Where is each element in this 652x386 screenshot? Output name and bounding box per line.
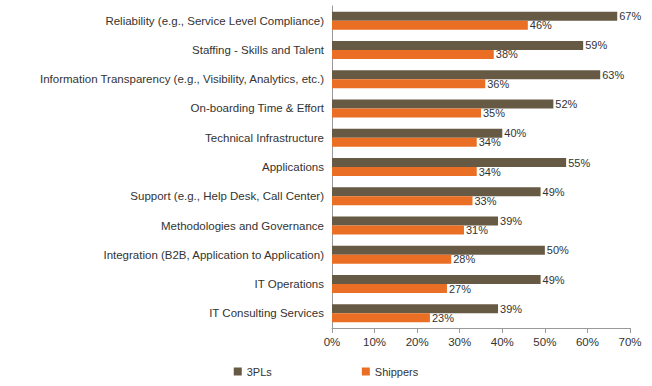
- svg-text:23%: 23%: [432, 312, 454, 324]
- svg-text:60%: 60%: [576, 336, 599, 348]
- svg-text:63%: 63%: [602, 69, 624, 81]
- svg-text:49%: 49%: [543, 186, 565, 198]
- svg-text:40%: 40%: [491, 336, 514, 348]
- svg-text:70%: 70%: [618, 336, 641, 348]
- svg-text:27%: 27%: [449, 283, 471, 295]
- svg-text:46%: 46%: [530, 19, 552, 31]
- svg-text:34%: 34%: [479, 166, 501, 178]
- svg-text:67%: 67%: [619, 10, 641, 22]
- svg-text:59%: 59%: [585, 39, 607, 51]
- svg-text:20%: 20%: [406, 336, 429, 348]
- svg-text:Reliability (e.g., Service Lev: Reliability (e.g., Service Level Complia…: [105, 15, 324, 27]
- svg-text:IT Consulting Services: IT Consulting Services: [209, 307, 324, 319]
- svg-text:55%: 55%: [568, 157, 590, 169]
- svg-text:34%: 34%: [479, 136, 501, 148]
- svg-text:39%: 39%: [500, 215, 522, 227]
- svg-text:39%: 39%: [500, 303, 522, 315]
- svg-text:Staffing - Skills and Talent: Staffing - Skills and Talent: [192, 44, 325, 56]
- svg-text:Applications: Applications: [262, 161, 324, 173]
- svg-text:Integration (B2B, Application: Integration (B2B, Application to Applica…: [103, 249, 324, 261]
- svg-text:50%: 50%: [533, 336, 556, 348]
- svg-text:31%: 31%: [466, 224, 488, 236]
- svg-text:33%: 33%: [474, 195, 496, 207]
- svg-text:Methodologies and Governance: Methodologies and Governance: [161, 220, 324, 232]
- svg-text:IT Operations: IT Operations: [255, 278, 325, 290]
- svg-text:On-boarding Time & Effort: On-boarding Time & Effort: [191, 102, 325, 114]
- svg-text:Support (e.g., Help Desk, Call: Support (e.g., Help Desk, Call Center): [130, 190, 324, 202]
- svg-text:52%: 52%: [555, 98, 577, 110]
- svg-text:28%: 28%: [453, 253, 475, 265]
- svg-text:40%: 40%: [504, 127, 526, 139]
- svg-text:0%: 0%: [324, 336, 341, 348]
- svg-text:50%: 50%: [547, 244, 569, 256]
- svg-text:36%: 36%: [487, 78, 509, 90]
- svg-text:30%: 30%: [448, 336, 471, 348]
- svg-text:Technical Infrastructure: Technical Infrastructure: [205, 132, 324, 144]
- svg-text:3PLs: 3PLs: [247, 366, 273, 378]
- svg-text:10%: 10%: [363, 336, 386, 348]
- svg-text:38%: 38%: [496, 48, 518, 60]
- svg-text:35%: 35%: [483, 107, 505, 119]
- svg-text:Shippers: Shippers: [375, 366, 419, 378]
- svg-text:Information Transparency (e.g.: Information Transparency (e.g., Visibili…: [40, 73, 324, 85]
- svg-text:49%: 49%: [543, 274, 565, 286]
